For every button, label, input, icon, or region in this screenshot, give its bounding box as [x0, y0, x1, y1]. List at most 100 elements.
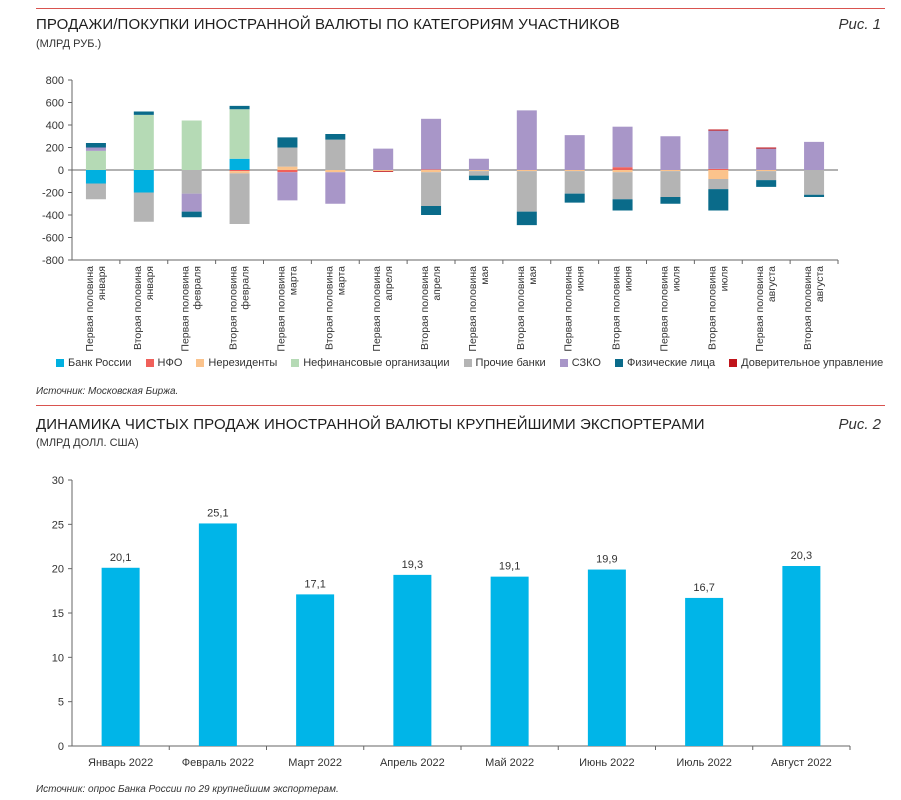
legend-label: Банк России [68, 357, 132, 369]
bar-segment [133, 111, 154, 115]
figure1-title: ПРОДАЖИ/ПОКУПКИ ИНОСТРАННОЙ ВАЛЮТЫ ПО КА… [36, 16, 620, 33]
legend-item: Прочие банки [463, 357, 546, 369]
bar-segment [181, 170, 202, 194]
x-category-label: Май 2022 [485, 757, 534, 769]
bar-segment [660, 171, 681, 197]
bar [393, 574, 432, 746]
data-label: 19,3 [402, 559, 423, 571]
bar-segment [564, 170, 585, 172]
x-category-label: Август 2022 [771, 757, 832, 769]
legend-swatch [291, 359, 300, 367]
bar-segment [660, 136, 681, 170]
x-category-label: Июль 2022 [676, 757, 732, 769]
bar-segment [85, 183, 106, 200]
legend-label: НФО [157, 357, 183, 369]
y-tick-label: 25 [52, 519, 64, 531]
y-tick-label: 800 [46, 75, 64, 87]
bar-segment [181, 211, 202, 218]
bar-segment [612, 126, 633, 168]
bar-segment [516, 171, 537, 212]
y-tick-label: 0 [58, 741, 64, 753]
legend-label: Прочие банки [475, 357, 546, 369]
bar [101, 567, 140, 746]
y-tick-label: -400 [42, 210, 64, 222]
bar-segment [277, 170, 298, 173]
x-category-label: Первая половинамая [467, 266, 491, 352]
bar-segment [756, 180, 777, 187]
x-category-label: Март 2022 [288, 757, 342, 769]
bar-segment [421, 172, 442, 206]
x-category-label: Вторая половинамая [515, 266, 539, 350]
bar-segment [85, 150, 106, 170]
bar-segment [708, 170, 729, 179]
bar-segment [373, 148, 394, 170]
bar-segment [756, 147, 777, 149]
bar-segment [373, 170, 394, 172]
data-label: 19,9 [596, 554, 617, 566]
y-tick-label: 200 [46, 143, 64, 155]
bar-segment [756, 171, 777, 181]
bar-segment [325, 139, 346, 170]
bar-segment [564, 171, 585, 194]
legend-item: Физические лица [615, 357, 715, 369]
legend-label: Нефинансовые организации [303, 357, 450, 369]
y-tick-label: 15 [52, 608, 64, 620]
legend-item: Доверительное управление [729, 357, 883, 369]
legend-item: Банк России [56, 357, 132, 369]
bar-segment [660, 197, 681, 204]
bar-segment [804, 141, 825, 170]
bar-segment [468, 171, 489, 176]
x-category-label: Январь 2022 [88, 757, 153, 769]
data-label: 19,1 [499, 561, 520, 573]
bar-segment [325, 170, 346, 173]
x-category-label: Первая половинаавгуста [754, 266, 778, 352]
chart2-bar: 30 25 20 15 10 5 0 20,1 Январь 2022 25,1 Февраль 2… [52, 475, 851, 769]
bar-segment [229, 109, 250, 159]
legend-item: СЗКО [559, 357, 601, 369]
bar-segment [468, 175, 489, 181]
bar [782, 566, 821, 746]
chart1-legend: Банк России НФО Нерезиденты Нефинансовые ор… [56, 357, 897, 369]
bar-segment [229, 105, 250, 110]
bar [198, 523, 237, 746]
legend-label: Физические лица [627, 357, 716, 369]
legend-label: Нерезиденты [208, 357, 278, 369]
x-category-label: Вторая половинаиюля [706, 266, 730, 350]
x-category-label: Вторая половинаиюня [611, 266, 635, 350]
bar-segment [181, 120, 202, 170]
bar-segment [708, 129, 729, 131]
x-category-label: Июнь 2022 [579, 757, 635, 769]
bar-segment [516, 211, 537, 226]
x-category-label: Первая половинаапреля [371, 266, 395, 352]
bar-segment [708, 189, 729, 211]
x-category-label: Вторая половинамарта [323, 266, 347, 350]
bar-segment [516, 170, 537, 172]
x-category-label: Февраль 2022 [182, 757, 254, 769]
x-category-label: Первая половинаиюля [658, 266, 682, 352]
legend-item: НФО [145, 357, 183, 369]
legend-item: Нерезиденты [196, 357, 277, 369]
legend-swatch [559, 359, 568, 367]
figure2-title: ДИНАМИКА ЧИСТЫХ ПРОДАЖ ИНОСТРАННОЙ ВАЛЮТ… [36, 416, 705, 433]
data-label: 16,7 [693, 582, 714, 594]
bar-segment [181, 193, 202, 212]
bar-segment [133, 192, 154, 222]
y-tick-label: 10 [52, 652, 64, 664]
bar-segment [421, 118, 442, 170]
bar-segment [133, 114, 154, 170]
y-tick-label: -600 [42, 233, 64, 245]
bar-segment [85, 147, 106, 151]
bar [685, 597, 724, 746]
bar-segment [229, 158, 250, 170]
bar-segment [229, 170, 250, 172]
y-tick-label: -800 [42, 255, 64, 267]
data-label: 17,1 [304, 578, 325, 590]
bar-segment [85, 143, 106, 148]
bar-segment [516, 110, 537, 170]
y-tick-label: 5 [58, 697, 64, 709]
x-category-label: Вторая половинафевраля [228, 266, 252, 350]
bar-segment [612, 172, 633, 200]
bar-segment [277, 137, 298, 148]
bar-segment [708, 179, 729, 190]
bar-segment [468, 170, 489, 172]
